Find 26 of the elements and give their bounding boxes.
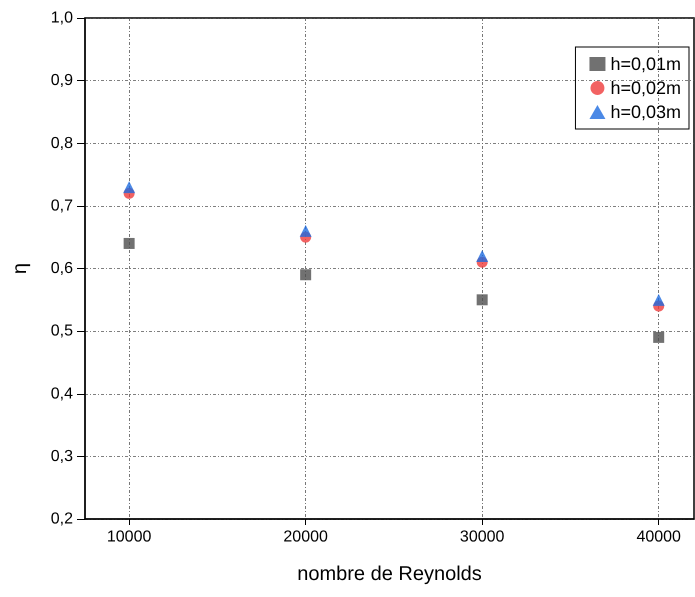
legend-label: h=0,02m: [610, 78, 682, 98]
point: [300, 269, 312, 280]
x-tick-label: 20000: [283, 528, 328, 546]
point: [300, 224, 312, 237]
x-tick-label: 10000: [106, 528, 152, 546]
point: [476, 250, 488, 262]
y-tick-label: 0,3: [50, 448, 74, 465]
point: [124, 238, 135, 249]
y-tick-label: 1,0: [50, 10, 74, 26]
y-tick-label: 0,5: [50, 322, 74, 340]
point: [652, 294, 665, 306]
legend-label: h=0,01m: [610, 54, 682, 74]
legend-label: h=0,03m: [610, 102, 682, 122]
x-axis-title: nombre de Reynolds: [297, 563, 482, 585]
y-tick-label: 0,6: [50, 260, 74, 277]
y-tick-label: 0,8: [50, 134, 74, 152]
point: [123, 181, 136, 194]
y-axis-title: η: [9, 262, 31, 274]
x-tick-label: 40000: [636, 528, 682, 546]
y-tick-label: 0,7: [50, 197, 74, 214]
y-tick-label: 0,4: [50, 385, 74, 402]
y-tick-label: 0,9: [50, 72, 74, 90]
x-tick-label: 30000: [460, 528, 505, 546]
point: [653, 332, 664, 343]
y-tick-label: 0,2: [50, 510, 74, 528]
point: [476, 294, 488, 306]
